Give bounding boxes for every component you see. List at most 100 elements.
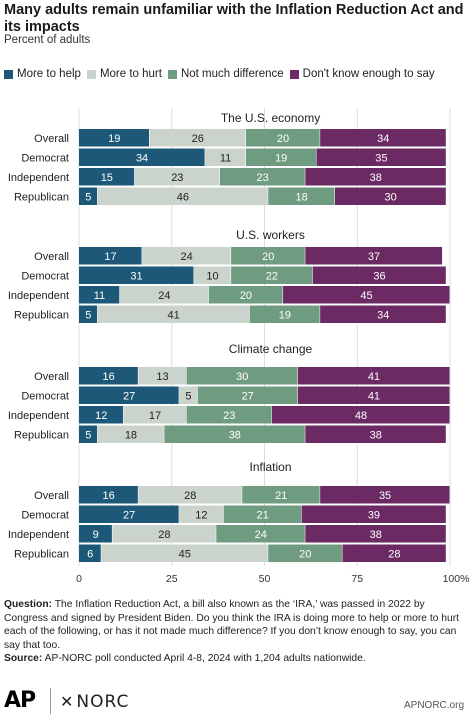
bar-segment [245,148,316,166]
x-tick-label: 0 [76,573,82,585]
bar-segment [312,266,446,284]
data-label: 34 [377,309,389,321]
row-label: Independent [8,410,69,422]
bar-segment [164,425,305,443]
data-label: 38 [370,429,382,441]
data-label: 27 [123,390,135,402]
row-label: Overall [34,133,69,145]
bar-segment [197,386,298,404]
data-label: 28 [388,548,400,560]
data-label: 21 [257,509,269,521]
bar-segment [219,168,305,186]
data-label: 19 [275,152,287,164]
bar-segment [79,187,98,205]
bar-segment [138,367,187,385]
bar-segment [119,286,209,304]
bar-segment [223,505,302,523]
bar-segment [79,148,205,166]
data-label: 13 [156,371,168,383]
legend-item-dont-know: Don't know enough to say [289,68,435,80]
bar-segment [79,525,112,543]
bar-segment [268,544,342,562]
group-title: U.S. workers [236,228,305,242]
footnote: Question: The Inflation Reduction Act, a… [4,598,468,666]
ap-logo: AP [4,688,36,713]
row-label: Democrat [21,152,69,164]
data-label: 38 [370,172,382,184]
norc-logo-text: NORC [76,692,130,712]
bar-segment [186,406,272,424]
bar-segment [297,386,450,404]
data-label: 31 [130,270,142,282]
bar-segment [301,505,446,523]
chart-title: Many adults remain unfamiliar with the I… [4,2,464,35]
data-label: 27 [123,509,135,521]
bar-segment [305,168,446,186]
norc-logo: ✕ NORC [60,692,129,712]
bar-segment [134,168,220,186]
group-title: The U.S. economy [221,111,320,125]
x-tick-label: 25 [166,573,178,585]
data-label: 28 [158,529,170,541]
bar-segment [79,386,179,404]
bar-segment [305,525,446,543]
bar-segment [79,129,149,147]
data-label: 34 [136,152,148,164]
group-title: Climate change [229,342,313,356]
bar-segment [79,486,138,504]
bar-segment [123,406,187,424]
bar-segment [334,187,446,205]
bar-segment [216,525,305,543]
legend-label: Not much difference [180,68,284,80]
bar-segment [179,505,224,523]
bar-segment [142,247,231,265]
row-label: Independent [8,290,69,302]
row-label: Overall [34,251,69,263]
bar-segment [79,305,98,323]
bar-segment [305,425,446,443]
logo-divider [50,688,51,714]
data-label: 18 [295,191,307,203]
data-label: 20 [262,251,274,263]
data-label: 16 [103,490,115,502]
row-label: Republican [14,309,69,321]
data-label: 24 [255,529,267,541]
data-label: 15 [101,172,113,184]
bar-segment [316,148,446,166]
data-label: 5 [185,390,191,402]
site-link: APNORC.org [403,700,464,711]
row-label: Democrat [21,270,69,282]
bar-segment [79,367,138,385]
data-label: 39 [368,509,380,521]
data-label: 20 [299,548,311,560]
row-label: Democrat [21,390,69,402]
legend-label: More to hurt [99,68,162,80]
data-label: 35 [375,152,387,164]
x-tick-label: 100% [443,573,470,585]
data-label: 45 [360,290,372,302]
data-label: 30 [385,191,397,203]
data-label: 38 [370,529,382,541]
bar-segment [79,266,194,284]
bar-segment [79,406,124,424]
row-label: Overall [34,490,69,502]
bar-segment [205,148,246,166]
data-label: 27 [242,390,254,402]
bar-segment [79,168,135,186]
row-label: Republican [14,429,69,441]
data-label: 6 [87,548,93,560]
bar-segment [231,266,313,284]
legend-swatch [167,69,177,79]
bar-segment [194,266,231,284]
norc-star-icon: ✕ [60,692,75,711]
bar-segment [101,544,268,562]
data-label: 23 [171,172,183,184]
legend-item-more-to-hurt: More to hurt [86,68,162,80]
bar-segment [79,544,101,562]
data-label: 17 [104,251,116,263]
chart-subtitle: Percent of adults [4,34,91,46]
data-label: 41 [368,371,380,383]
data-label: 48 [355,410,367,422]
data-label: 9 [93,529,99,541]
legend: More to help More to hurt Not much diffe… [4,68,470,80]
